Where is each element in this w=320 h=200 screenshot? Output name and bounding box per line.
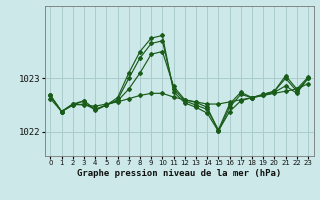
X-axis label: Graphe pression niveau de la mer (hPa): Graphe pression niveau de la mer (hPa) <box>77 169 281 178</box>
